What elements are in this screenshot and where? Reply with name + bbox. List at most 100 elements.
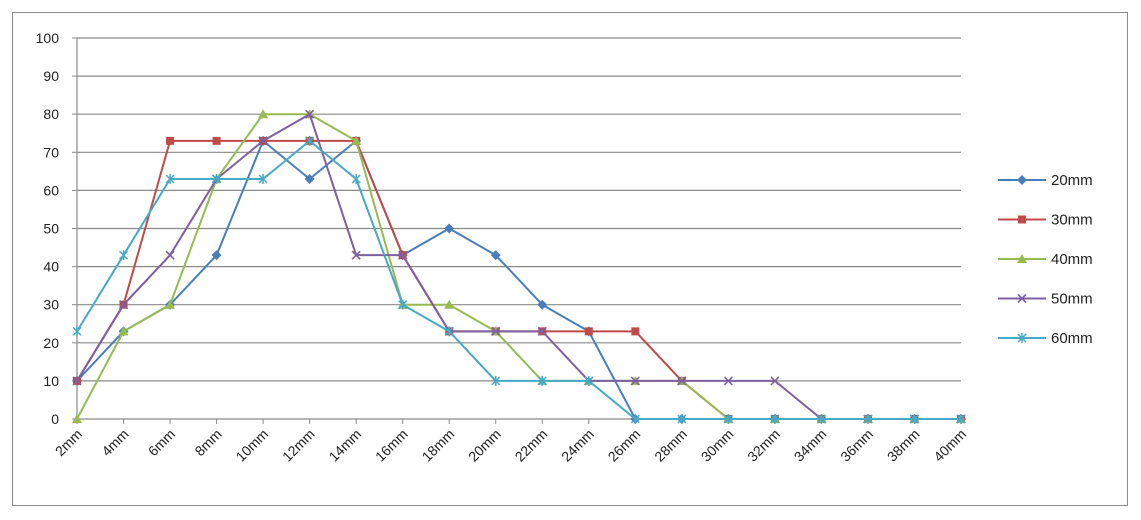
x-tick-label: 16mm <box>372 426 411 465</box>
data-point <box>584 327 593 336</box>
data-point <box>723 376 733 386</box>
x-tick-label: 40mm <box>930 426 969 465</box>
x-axis-ticks: 2mm 4mm 6mm 8mm 10mm 12mm 14mm 16mm 18mm 20mm 22mm… <box>52 419 969 465</box>
x-tick-label: 34mm <box>791 426 830 465</box>
legend: 20mm 30mm 40mm 50mm 60mm <box>998 172 1093 347</box>
data-point <box>72 326 82 337</box>
x-tick-label: 30mm <box>698 426 737 465</box>
data-point <box>351 250 361 260</box>
data-point <box>398 299 408 310</box>
legend-label: 30mm <box>1051 212 1093 229</box>
legend-marker <box>1017 175 1027 185</box>
y-tick-label: 50 <box>43 221 59 237</box>
gridlines <box>77 37 961 382</box>
legend-label: 60mm <box>1051 330 1093 347</box>
legend-entry-40mm: 40mm <box>998 251 1093 268</box>
x-tick-label: 22mm <box>512 426 551 465</box>
x-tick-label: 24mm <box>558 426 597 465</box>
legend-label: 50mm <box>1051 291 1093 308</box>
y-tick-label: 60 <box>43 182 59 198</box>
data-point <box>351 173 361 184</box>
data-point <box>444 223 455 234</box>
data-point <box>165 250 175 260</box>
data-point <box>165 299 176 309</box>
y-axis-ticks: 0 10 20 30 40 50 60 70 80 90 100 <box>36 30 77 427</box>
series-line <box>76 139 961 420</box>
data-point <box>863 414 873 424</box>
legend-entry-60mm: 60mm <box>998 330 1093 347</box>
legend-entry-50mm: 50mm <box>998 291 1093 308</box>
data-point <box>258 109 269 119</box>
data-point <box>770 414 780 424</box>
x-tick-label: 8mm <box>191 426 224 459</box>
y-tick-label: 70 <box>43 144 59 160</box>
data-point <box>304 173 315 184</box>
legend-marker <box>1017 333 1027 343</box>
y-tick-label: 100 <box>36 30 60 46</box>
data-point <box>537 326 547 336</box>
data-point <box>816 414 826 424</box>
data-point <box>118 300 129 310</box>
data-point <box>537 299 548 310</box>
x-tick-label: 28mm <box>651 426 690 465</box>
data-point <box>631 327 640 336</box>
data-point <box>630 376 640 386</box>
data-point <box>630 414 640 424</box>
x-tick-label: 26mm <box>605 426 644 465</box>
data-point <box>166 136 175 145</box>
data-point <box>258 136 268 146</box>
data-point <box>212 136 221 145</box>
data-point <box>118 326 129 336</box>
y-tick-label: 80 <box>43 106 59 122</box>
chart-frame <box>12 12 1128 506</box>
y-tick-label: 20 <box>43 335 59 351</box>
legend-entry-20mm: 20mm <box>998 172 1093 189</box>
y-tick-label: 40 <box>43 259 59 275</box>
legend-marker <box>1017 254 1027 263</box>
data-point <box>491 375 501 386</box>
data-point <box>165 173 175 184</box>
y-tick-label: 90 <box>43 68 59 84</box>
series-lines <box>72 109 966 424</box>
series-line <box>76 113 961 420</box>
data-point <box>398 250 408 260</box>
legend-marker <box>1017 293 1027 304</box>
legend-label: 20mm <box>1051 172 1093 189</box>
x-tick-label: 18mm <box>419 426 458 465</box>
data-point <box>677 414 687 424</box>
data-point <box>584 375 594 386</box>
data-point <box>770 376 780 386</box>
legend-marker <box>1018 215 1026 224</box>
x-tick-label: 10mm <box>232 426 271 465</box>
data-point <box>118 250 129 261</box>
legend-entry-30mm: 30mm <box>998 212 1093 229</box>
data-point <box>72 376 82 386</box>
y-tick-label: 30 <box>43 297 59 313</box>
data-point <box>258 173 268 184</box>
data-point <box>490 250 501 261</box>
data-point <box>305 109 315 119</box>
y-tick-label: 10 <box>43 373 59 389</box>
data-point <box>677 376 687 386</box>
data-point <box>351 135 362 145</box>
data-point <box>211 250 222 261</box>
y-tick-label: 0 <box>51 411 59 427</box>
data-point <box>212 173 222 184</box>
x-tick-label: 6mm <box>145 426 178 459</box>
x-tick-label: 20mm <box>465 426 504 465</box>
data-point <box>305 135 315 146</box>
x-tick-label: 12mm <box>279 426 318 465</box>
x-tick-label: 4mm <box>98 426 131 459</box>
data-point <box>956 414 966 424</box>
series-line <box>76 139 961 420</box>
data-point <box>444 299 455 309</box>
data-point <box>444 326 454 337</box>
series-60mm <box>72 135 966 424</box>
x-tick-label: 38mm <box>884 426 923 465</box>
data-point <box>537 375 547 386</box>
data-point <box>909 414 920 424</box>
data-point <box>723 414 733 424</box>
x-tick-label: 14mm <box>325 426 364 465</box>
legend-label: 40mm <box>1051 251 1093 268</box>
